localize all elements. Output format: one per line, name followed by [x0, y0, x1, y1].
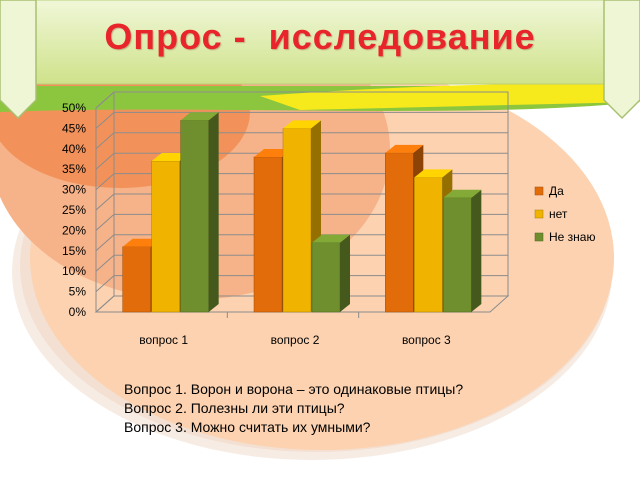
bar: [180, 112, 219, 313]
bar-top: [312, 234, 350, 243]
gridline: [95, 275, 508, 292]
legend-swatch: [534, 209, 544, 219]
gridline: [95, 254, 508, 272]
bar-front: [122, 246, 151, 313]
gridline: [95, 132, 508, 150]
chart-bars: [122, 112, 482, 313]
bar-front: [385, 152, 414, 313]
ribbon-right: [603, 0, 640, 120]
gridline: [95, 111, 508, 129]
note-question-1: Вопрос 1. Ворон и ворона – это одинаковы…: [124, 381, 464, 397]
x-tick-label: вопрос 2: [271, 333, 320, 347]
bar-top: [443, 189, 482, 198]
bar-front: [253, 156, 283, 313]
bar-front: [282, 128, 312, 313]
note-question-2: Вопрос 2. Полезны ли эти птицы?: [124, 400, 345, 416]
bar-front: [414, 177, 443, 313]
gridline: [95, 173, 508, 190]
y-tick-label: 10%: [62, 264, 86, 278]
y-tick-label: 40%: [62, 142, 86, 156]
legend-label: Да: [549, 184, 564, 198]
bar-top: [385, 144, 424, 153]
legend-swatch: [534, 232, 544, 242]
y-tick-label: 15%: [62, 244, 86, 258]
bar-top: [122, 238, 161, 247]
bar-front: [180, 119, 209, 313]
slide-title: Опрос - исследование: [104, 16, 536, 57]
gridline: [95, 234, 508, 252]
gridline: [95, 152, 508, 170]
chart-legend: Да нет Не знаю: [534, 184, 595, 244]
bar-top: [414, 169, 453, 178]
bar-front: [443, 197, 472, 313]
legend-label: Не знаю: [549, 230, 595, 244]
yellow-stripe: [260, 83, 640, 110]
bar-front: [151, 160, 180, 313]
bar-top: [254, 148, 292, 157]
bar: [311, 234, 350, 313]
question-notes: Вопрос 1. Ворон и ворона – это одинаковы…: [124, 380, 584, 437]
bar: [443, 189, 482, 313]
bar-side: [471, 189, 482, 312]
gridline: [95, 91, 508, 109]
y-tick-label: 35%: [62, 162, 86, 176]
x-tick-label: вопрос 1: [139, 333, 188, 347]
y-tick-label: 0%: [69, 305, 87, 319]
y-tick-label: 20%: [62, 223, 86, 237]
y-tick-label: 25%: [62, 203, 86, 217]
bar-top: [283, 120, 321, 129]
bar-side: [208, 112, 219, 313]
y-tick-label: 50%: [62, 101, 86, 115]
y-tick-label: 30%: [62, 183, 86, 197]
ribbon-left: [0, 0, 37, 120]
legend-swatch: [534, 186, 544, 196]
gridline: [95, 193, 508, 211]
note-question-3: Вопрос 3. Можно считать их умными?: [124, 419, 371, 435]
bar-front: [311, 242, 341, 313]
x-axis-ticks: вопрос 1 вопрос 2 вопрос 3: [139, 312, 451, 347]
title-banner: [29, 0, 611, 85]
chart-grid: [95, 91, 508, 313]
gridline: [95, 213, 508, 231]
y-tick-label: 45%: [62, 121, 86, 135]
legend-label: нет: [549, 207, 568, 221]
y-tick-label: 5%: [69, 285, 87, 299]
bar-top: [180, 112, 219, 121]
gridline: [95, 295, 508, 313]
bar-side: [340, 234, 350, 312]
x-tick-label: вопрос 3: [402, 333, 451, 347]
bar-top: [151, 153, 190, 162]
y-axis-ticks: 0% 5% 10% 15% 20% 25% 30% 35% 40% 45% 50%: [62, 101, 86, 319]
